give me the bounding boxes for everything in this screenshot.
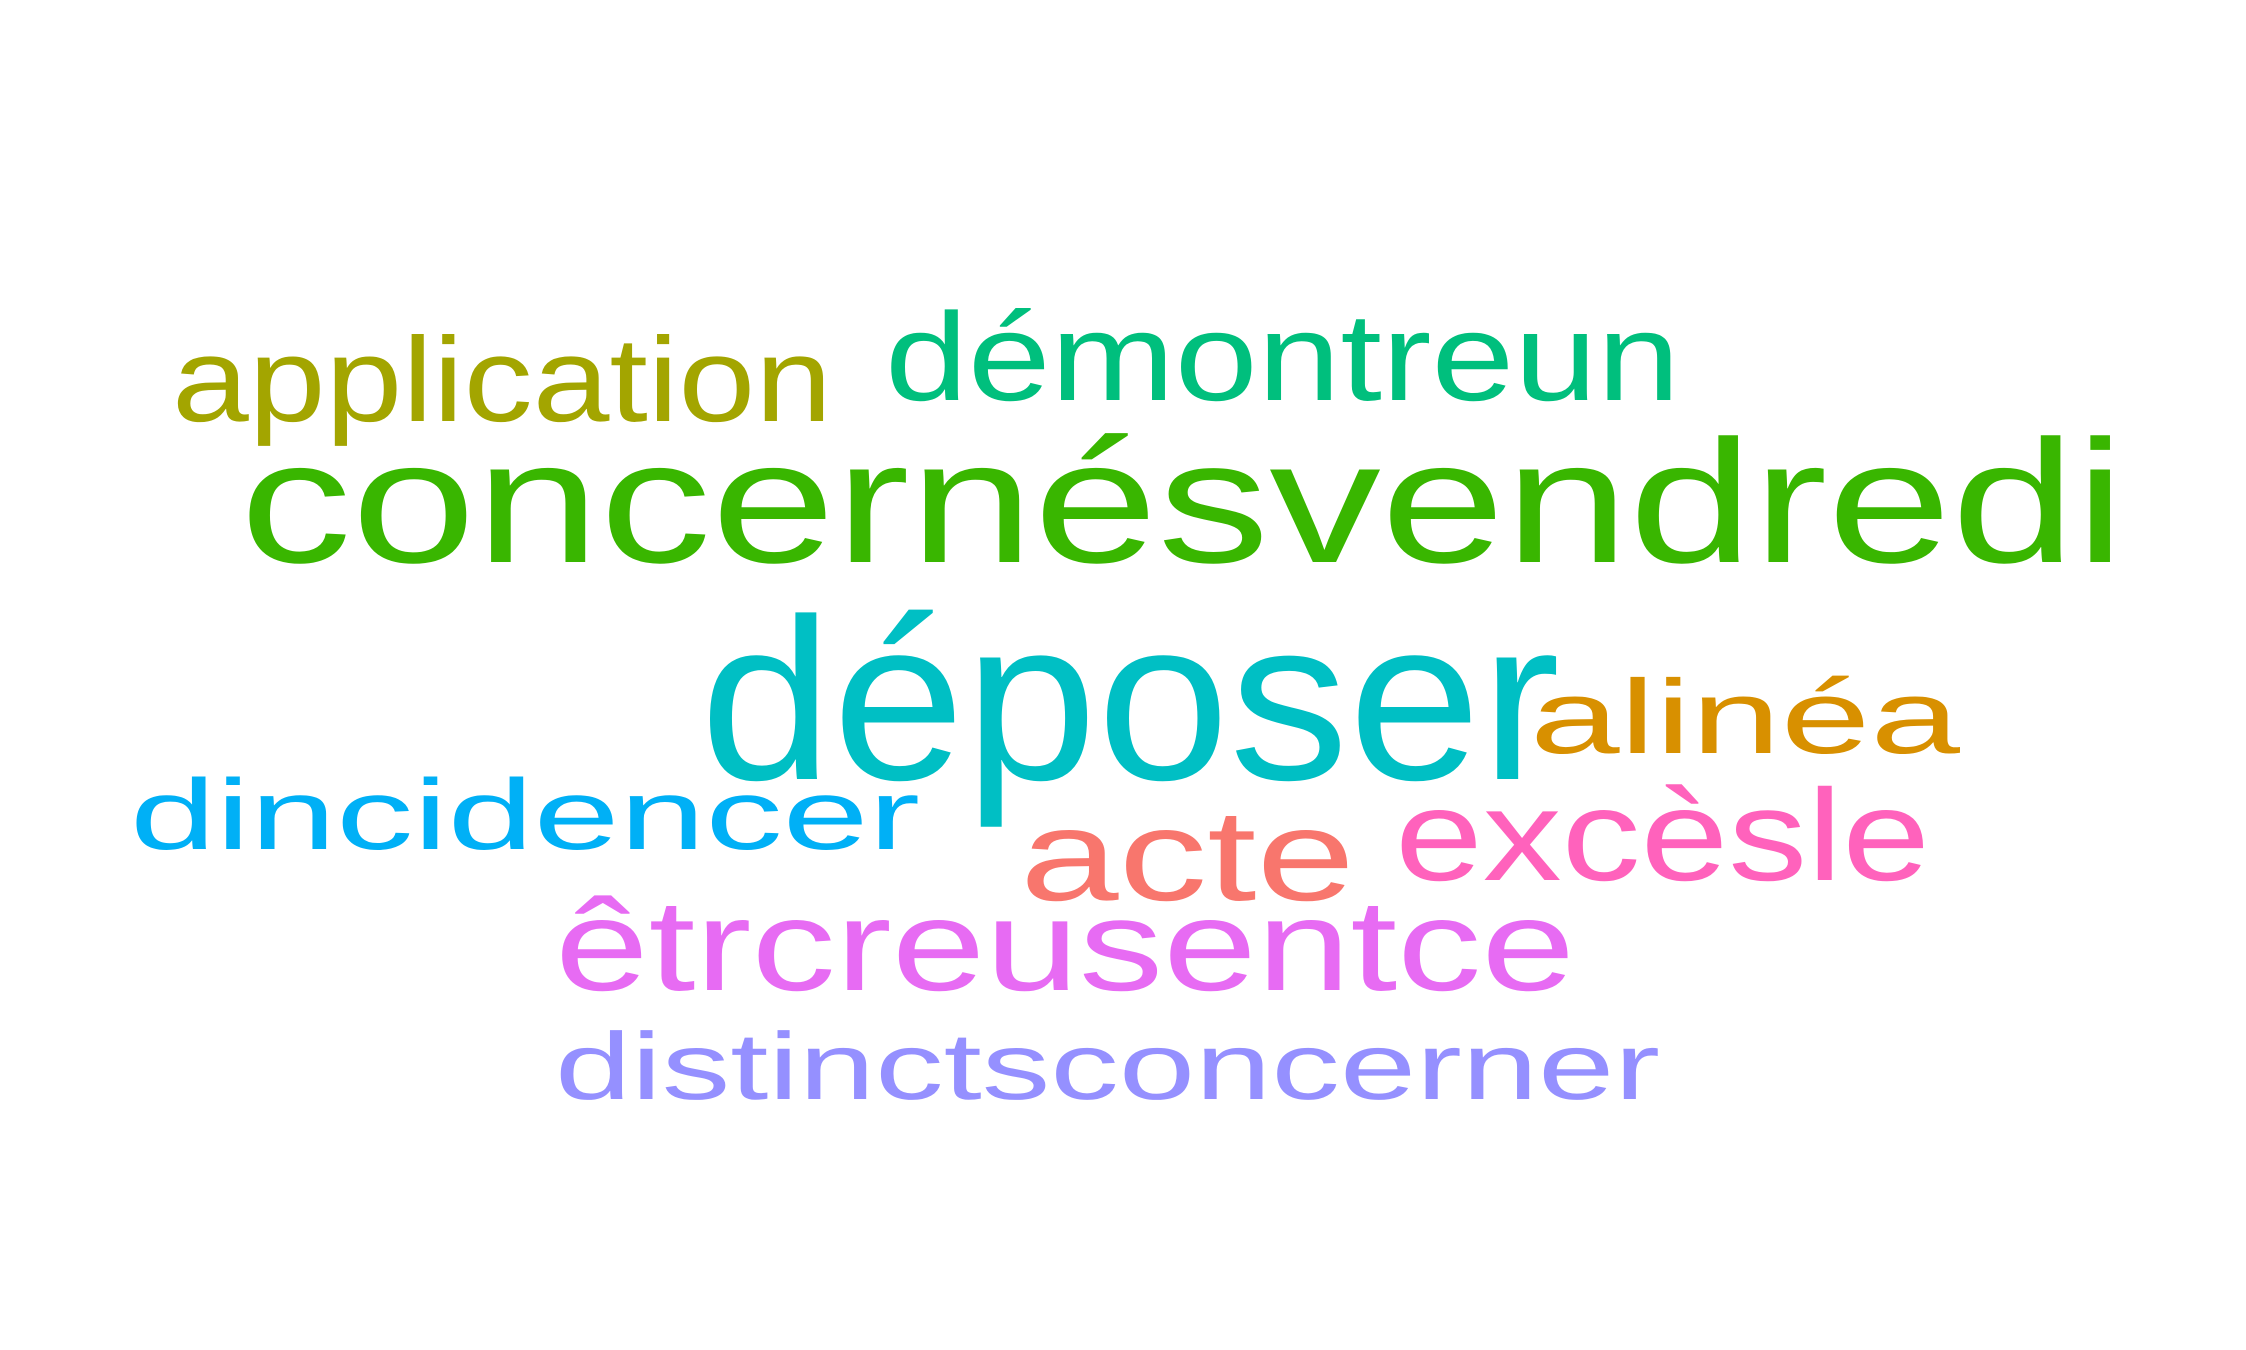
word-dincidencer: dincidencer: [130, 759, 920, 871]
word-application: application: [172, 313, 832, 447]
word-alinea: alinéa: [1530, 659, 1960, 776]
word-acte: acte: [1020, 782, 1355, 928]
word-distinctsconcerner: distinctsconcerner: [555, 1014, 1660, 1120]
word-deposer: déposer: [700, 571, 1560, 828]
word-excesle: excèsle: [1395, 762, 1930, 908]
word-demontreun: démontreun: [885, 288, 1680, 427]
word-concernesvendredi: concernésvendredi: [240, 405, 2125, 600]
word-etrcreusentce: êtrcreusentce: [555, 872, 1575, 1018]
